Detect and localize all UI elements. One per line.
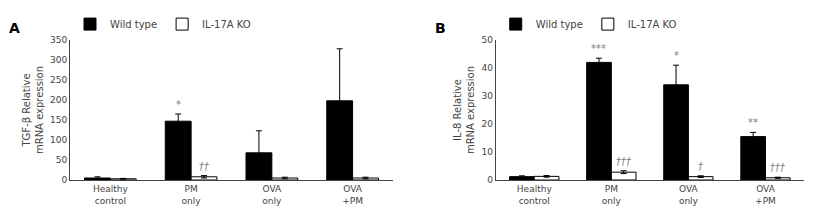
svg-text:IL-8 RelativemRNA expression: IL-8 RelativemRNA expression	[452, 66, 476, 154]
svg-text:A: A	[9, 20, 20, 36]
svg-text:OVAonly: OVAonly	[679, 184, 699, 206]
svg-text:50: 50	[56, 155, 68, 165]
svg-text:10: 10	[481, 147, 493, 157]
svg-text:††: ††	[199, 161, 210, 172]
svg-text:**: **	[748, 117, 758, 128]
svg-text:0: 0	[487, 175, 493, 185]
svg-text:†††: †††	[616, 156, 632, 167]
svg-text:PMonly: PMonly	[182, 184, 202, 206]
svg-text:†††: †††	[770, 162, 786, 173]
svg-text:20: 20	[481, 119, 493, 129]
svg-text:30: 30	[481, 91, 493, 101]
svg-text:PMonly: PMonly	[602, 184, 622, 206]
svg-text:100: 100	[50, 135, 67, 145]
svg-text:OVA+PM: OVA+PM	[342, 184, 363, 206]
svg-text:Wild type: Wild type	[110, 19, 157, 30]
svg-text:IL-17A KO: IL-17A KO	[202, 19, 251, 30]
svg-text:50: 50	[481, 35, 493, 45]
svg-text:Healthycontrol: Healthycontrol	[93, 184, 129, 206]
svg-text:200: 200	[50, 95, 67, 105]
svg-text:40: 40	[481, 63, 493, 73]
svg-text:OVAonly: OVAonly	[262, 184, 282, 206]
svg-text:Wild type: Wild type	[536, 19, 583, 30]
svg-text:TGF-β RelativemRNA expression: TGF-β RelativemRNA expression	[21, 66, 45, 154]
svg-text:0: 0	[61, 175, 67, 185]
svg-text:150: 150	[50, 115, 67, 125]
svg-text:†: †	[698, 161, 704, 172]
svg-text:*: *	[674, 50, 679, 61]
svg-text:250: 250	[50, 75, 67, 85]
svg-text:350: 350	[50, 35, 67, 45]
svg-text:*: *	[176, 99, 181, 110]
svg-text:OVA+PM: OVA+PM	[755, 184, 776, 206]
svg-text:B: B	[435, 20, 446, 36]
svg-text:Healthycontrol: Healthycontrol	[517, 184, 553, 206]
svg-text:***: ***	[591, 43, 606, 54]
svg-text:300: 300	[50, 55, 67, 65]
svg-text:IL-17A KO: IL-17A KO	[628, 19, 677, 30]
